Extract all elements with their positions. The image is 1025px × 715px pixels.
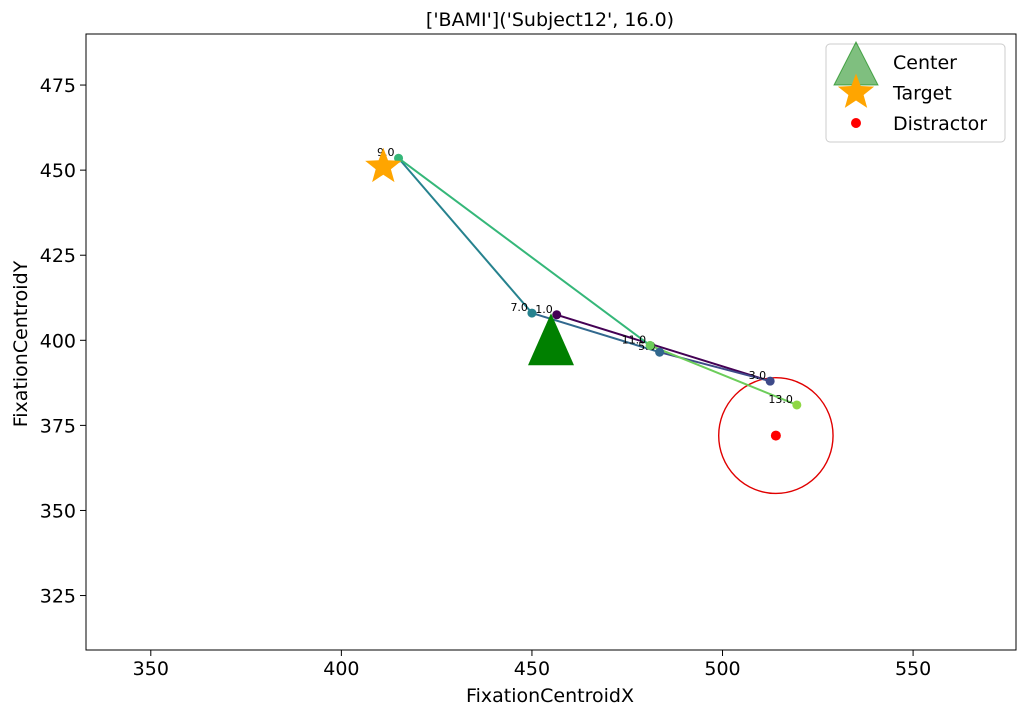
distractor-marker [770,430,781,441]
fixation-label: 11.0 [622,333,647,346]
legend-label: Distractor [893,113,987,135]
fixation-label: 7.0 [510,301,528,314]
distractor-circle [718,377,834,495]
y-tick-label: 325 [40,586,76,608]
fixation-label: 1.0 [535,303,553,316]
axes-frame [85,33,1017,651]
scanpath-segment [397,157,533,314]
legend-marker-distractor [851,118,861,128]
x-tick-label: 500 [704,658,740,680]
fixation-point [527,308,537,318]
fixation-point [394,153,404,163]
y-tick-label: 350 [40,500,76,522]
legend: Center Target Distractor [825,40,1006,143]
x-tick-label: 550 [895,658,931,680]
fixation-label: 13.0 [768,393,793,406]
chart-title: ['BAMI']('Subject12', 16.0) [426,9,674,31]
scanpath-segment [397,157,651,347]
fixation-point [645,340,655,350]
legend-label: Target [892,83,952,105]
x-tick-label: 400 [323,658,359,680]
y-tick-label: 400 [40,330,76,352]
x-axis-label: FixationCentroidX [466,685,634,707]
plot-area: 1.03.05.07.09.011.013.0 [365,146,834,495]
legend-marker-target [837,73,875,108]
fixation-point [792,400,802,410]
scanpath-segment [649,344,798,406]
legend-box [825,43,1006,143]
scanpath-segment [556,313,771,383]
center-marker [528,313,574,366]
fixation-label: 3.0 [749,369,767,382]
target-marker [365,147,402,183]
y-tick-label: 375 [40,415,76,437]
legend-label: Center [893,52,957,74]
fixation-point [552,310,562,320]
y-axis-label: FixationCentroidY [10,260,32,427]
y-tick-label: 475 [40,75,76,97]
x-tick-label: 350 [133,658,169,680]
axes: 350 400 450 500 550 325 350 375 400 425 450 475 [40,33,1017,680]
y-tick-label: 450 [40,160,76,182]
fixation-point [655,347,665,357]
fixation-point [765,376,775,386]
x-tick-label: 450 [514,658,550,680]
y-tick-label: 425 [40,245,76,267]
